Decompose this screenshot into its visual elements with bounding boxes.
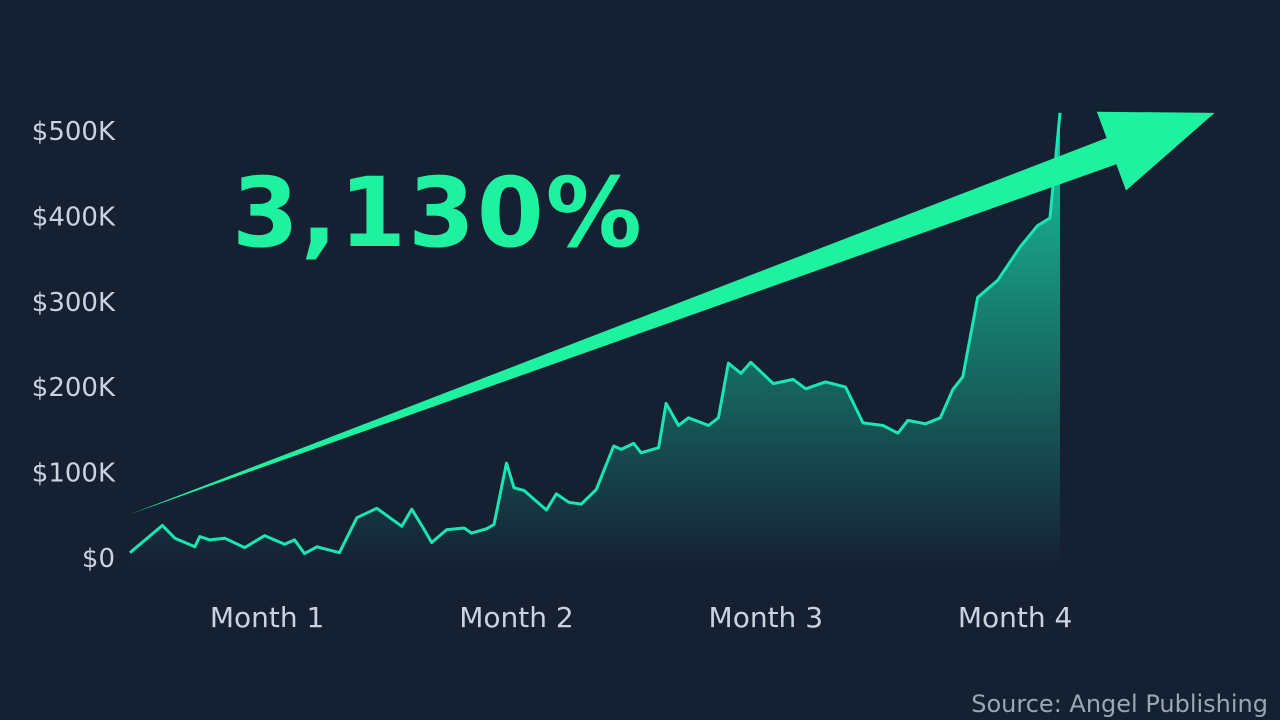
y-tick-label: $100K [32, 459, 116, 489]
source-note: Source: Angel Publishing [971, 690, 1268, 718]
x-tick-label: Month 2 [459, 601, 573, 634]
y-tick-label: $300K [32, 288, 116, 318]
plot-area [129, 111, 1215, 568]
y-tick-label: $400K [32, 202, 116, 232]
trend-arrow [130, 111, 1215, 515]
x-tick-label: Month 3 [709, 601, 823, 634]
series-area [130, 112, 1060, 568]
headline-percentage: 3,130% [232, 157, 644, 269]
x-axis: Month 1 Month 2 Month 3 Month 4 [210, 601, 1072, 634]
x-tick-label: Month 1 [210, 601, 324, 634]
y-tick-label: $500K [32, 117, 116, 147]
series-line [129, 112, 1062, 556]
y-tick-label: $200K [32, 373, 116, 403]
x-tick-label: Month 4 [958, 601, 1072, 634]
y-tick-label: $0 [82, 544, 115, 574]
y-axis: $0 $100K $200K $300K $400K $500K [32, 117, 116, 574]
